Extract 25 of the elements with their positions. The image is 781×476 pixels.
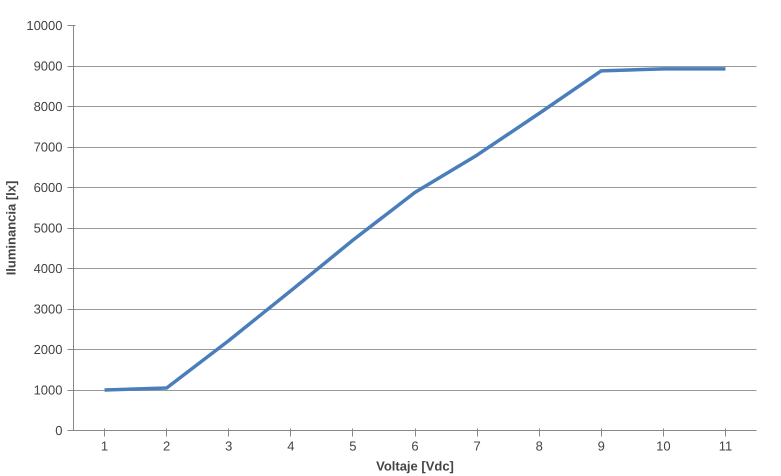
x-tick-label: 7 bbox=[473, 438, 481, 454]
x-tick-label: 11 bbox=[718, 438, 732, 454]
x-tick-label: 2 bbox=[163, 438, 170, 454]
x-tick-label: 10 bbox=[656, 438, 671, 454]
x-axis-title: Voltaje [Vdc] bbox=[376, 458, 454, 474]
line-series bbox=[102, 67, 728, 392]
x-tick-label: 3 bbox=[225, 438, 232, 454]
y-tick-label: 4000 bbox=[34, 261, 62, 276]
x-tick-label: 6 bbox=[411, 438, 419, 454]
y-tick-label: 5000 bbox=[34, 220, 62, 236]
x-tick-label: 9 bbox=[598, 438, 605, 454]
y-tick-label: 3000 bbox=[34, 302, 62, 316]
x-tick-label: 8 bbox=[536, 438, 543, 454]
x-tick-label: 4 bbox=[287, 438, 294, 454]
y-tick-label: 10000 bbox=[26, 18, 63, 33]
y-axis-title: Iluminancia [lx] bbox=[3, 180, 18, 276]
y-tick-label: 6000 bbox=[34, 180, 62, 195]
y-tick-label: 2000 bbox=[34, 342, 62, 357]
x-tick-label: 5 bbox=[349, 438, 357, 454]
y-tick-label: 0 bbox=[55, 423, 63, 438]
y-tick-label: 1000 bbox=[34, 382, 62, 398]
x-tick-label: 1 bbox=[100, 438, 108, 454]
y-tick-label: 8000 bbox=[34, 99, 62, 114]
y-tick-label: 7000 bbox=[34, 140, 62, 154]
y-tick-label: 9000 bbox=[34, 58, 62, 74]
